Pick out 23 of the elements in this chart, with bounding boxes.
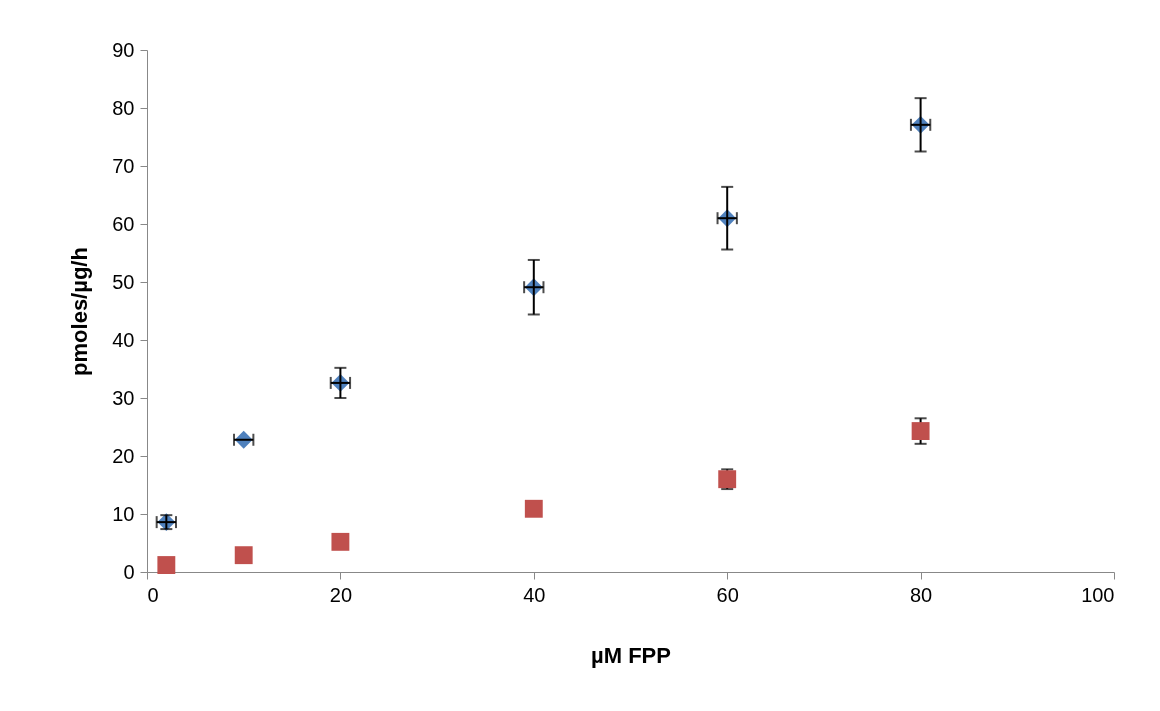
y-tick-label: 0 [123,560,135,583]
y-tick-label: 10 [112,502,135,525]
y-tick-label: 90 [112,38,135,61]
y-axis-title: pmoles/µg/h [67,247,93,376]
y-tick-label: 50 [112,270,135,293]
point [234,546,253,565]
x-tick-label: 80 [909,583,933,606]
x-axis-title: µM FPP [591,642,671,668]
y-tick-label: 40 [112,328,135,351]
y-tick-label: 80 [112,96,135,119]
x-tick-label: 60 [716,583,739,606]
x-tick-label: 100 [1081,583,1115,606]
y-tick-label: 60 [112,212,135,235]
y-tick-label: 30 [112,386,135,409]
point [524,499,543,518]
point [157,556,176,574]
x-tick-label: 40 [523,583,546,606]
point [911,422,930,440]
y-tick-label: 70 [112,154,135,177]
x-tick-label: 0 [147,583,159,606]
x-tick-label: 20 [329,583,353,606]
point [331,532,350,551]
y-tick-label: 20 [112,444,135,467]
